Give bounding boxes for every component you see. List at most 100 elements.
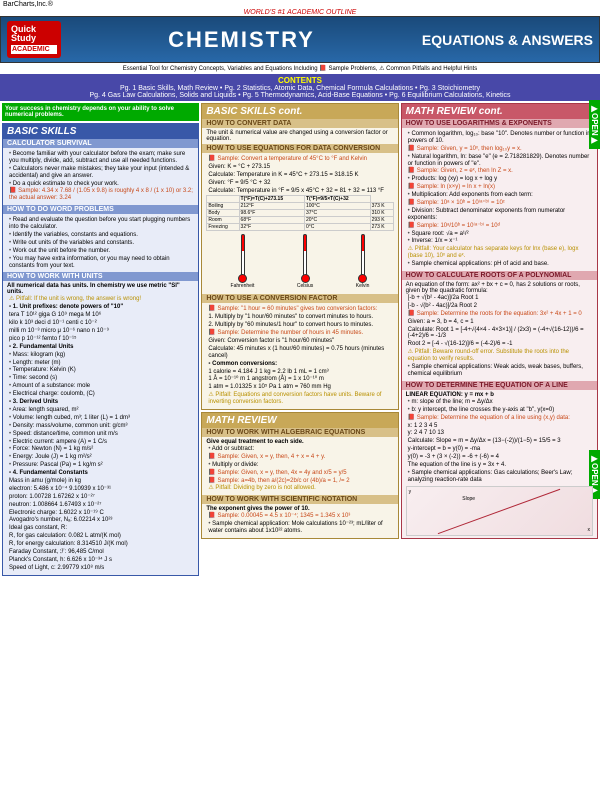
list-item: 1 Å = 10⁻¹⁰ m 1 angstrom (Å) = 1 x 10⁻¹⁰… [208, 376, 393, 383]
list-item: kilo k 10³ deci d 10⁻¹ centi c 10⁻² [9, 320, 194, 327]
list-item: tera T 10¹² giga G 10⁹ mega M 10⁶ [9, 312, 194, 319]
list-item: 1. Unit prefixes: denote powers of "10" [9, 304, 194, 311]
list-item: Ideal gas constant, R: [9, 525, 194, 532]
list-item: proton: 1.00728 1.67262 x 10⁻²⁷ [9, 494, 194, 501]
list-item: Calculate: 45 minutes x (1 hour/60 minut… [208, 346, 393, 360]
list-item: Become familiar with your calculator bef… [9, 151, 194, 165]
list-item: Given: °F = 9/5 °C + 32 [208, 180, 393, 187]
list-item: 📕 Sample: a=4b, then a/(2c)=2b/c or (4b)… [208, 478, 393, 485]
list-item: Work out the unit before the number. [9, 248, 194, 255]
list-item: milli m 10⁻³ micro μ 10⁻⁶ nano n 10⁻⁹ [9, 328, 194, 335]
list-item: 📕 Sample: 4.34 x 7.68 / (1.05 x 9.8) is … [9, 188, 194, 202]
open-tab-1: ▶OPEN▶ [589, 100, 600, 149]
body: The exponent gives the power of 10. 📕 Sa… [202, 504, 397, 538]
quickstudy-badge: Quick Study ACADEMIC [7, 21, 61, 58]
list-item: Calculate: Temperature in K = 45°C + 273… [208, 172, 393, 179]
list-item: Pressure: Pascal (Pa) = 1 kg/m s² [9, 462, 194, 469]
list-item: Energy: Joule (J) = 1 kg m²/s² [9, 454, 194, 461]
list-item: 📕 Sample: ln (x×y) = ln x + ln(x) [408, 184, 593, 191]
list-item: y(0) = -3 + (3 × (-2)) = -6 + (-6) = 4 [408, 454, 593, 461]
list-item: Given: a = 3, b = 4, c = 1 [408, 319, 593, 326]
subsection-heading: HOW TO DO WORD PROBLEMS [3, 205, 198, 214]
body: 📕 Sample: "1 hour = 60 minutes" gives tw… [202, 303, 397, 409]
list-item: ⚠ Pitfall: Beware round-off error. Subst… [408, 349, 593, 363]
list-item: Speed of Light, c: 2.99779 x10⁸ m/s [9, 565, 194, 572]
list-item: Inverse: 1/x = x⁻¹ [408, 238, 593, 245]
subsection-heading: HOW TO WORK WITH ALGEBRAIC EQUATIONS [202, 428, 397, 437]
list-item: 📕 Sample: Determine the roots for the eq… [408, 311, 593, 318]
list-item: Time: second (s) [9, 375, 194, 382]
section-heading: BASIC SKILLS cont. [202, 104, 397, 119]
subsection-heading: HOW TO WORK WITH UNITS [3, 272, 198, 281]
list-item: 📕 Sample: Given, x = y, then, 4 + x = 4 … [208, 454, 393, 461]
list-item: Write out units of the variables and con… [9, 240, 194, 247]
list-item: pico p 10⁻¹² femto f 10⁻¹⁵ [9, 336, 194, 343]
list-item: Area: length squared, m² [9, 407, 194, 414]
list-item: Common logarithm, log₁₀: base "10". Deno… [408, 131, 593, 145]
tagline: WORLD'S #1 ACADEMIC OUTLINE [0, 9, 600, 16]
publisher: BarCharts,Inc.® [0, 0, 600, 9]
list-item: [-b - √(b² - 4ac)]/2a Root 2 [408, 303, 593, 310]
list-item: Sample chemical application: Mole calcul… [208, 521, 393, 535]
list-item: Square root: √a = a¹/² [408, 231, 593, 238]
list-item: Root 2 = [-4 - √(16-12)]/6 = (-4-2)/6 = … [408, 341, 593, 348]
brand-academic: ACADEMIC [11, 45, 57, 54]
list-item: R, for energy calculation: 8.314510 J/(K… [9, 541, 194, 548]
list-item: 3. Derived Units [9, 399, 194, 406]
body: All numerical data has units. In chemist… [3, 281, 198, 574]
body: LINEAR EQUATION: y = mx + b m: slope of … [402, 390, 597, 538]
list-item: Calculate: Slope = m = Δy/Δx = (13−(-2))… [408, 438, 593, 445]
basic-skills: BASIC SKILLS CALCULATOR SURVIVAL Become … [2, 123, 199, 576]
list-item: ⚠ Pitfall: Equations and conversion fact… [208, 392, 393, 406]
list-item: 📕 Sample: 10ᵃ × 10ᵇ = 10⁽ᵃ⁺ᵇ⁾ = 10ᶜ [408, 200, 593, 207]
list-item: Given: K = °C + 273.15 [208, 164, 393, 171]
main-title: CHEMISTRY [61, 27, 422, 53]
list-item: m: slope of the line; m = Δy/Δx [408, 399, 593, 406]
list-item: Calculators never make mistakes; they ta… [9, 166, 194, 180]
list-item: Electronic charge: 1.6022 x 10⁻¹⁹ C [9, 510, 194, 517]
list-item: Products: log (xy) = log x + log y [408, 176, 593, 183]
contents-text: Pg. 1 Basic Skills, Math Review • Pg. 2 … [2, 85, 598, 99]
list-item: R, for gas calculation: 0.082 L atm/(K m… [9, 533, 194, 540]
subsection-heading: HOW TO USE A CONVERSION FACTOR [202, 294, 397, 303]
section-heading: BASIC SKILLS [3, 124, 198, 139]
brand-l2: Study [11, 34, 57, 43]
header: Quick Study ACADEMIC CHEMISTRY EQUATIONS… [0, 16, 600, 63]
list-item: Common conversions: [208, 361, 393, 368]
math-review: MATH REVIEW HOW TO WORK WITH ALGEBRAIC E… [201, 412, 398, 539]
list-item: Length: meter (m) [9, 360, 194, 367]
list-item: ⚠ Pitfall: If the unit is wrong, the ans… [9, 296, 194, 303]
line-graph: y x Slope [406, 486, 593, 536]
list-item: Mass in amu (g/mole) in kg [9, 478, 194, 485]
list-item: Temperature: Kelvin (K) [9, 367, 194, 374]
list-item: Density: mass/volume, common unit: g/cm³ [9, 423, 194, 430]
body: 📕 Sample: Convert a temperature of 45°C … [202, 153, 397, 294]
list-item: 📕 Sample: 10ᵃ/10ᵇ = 10⁽ᵃ⁻ᵇ⁾ = 10ᵈ [408, 223, 593, 230]
contents-heading: CONTENTS [2, 76, 598, 85]
list-item: 📕 Sample: Determine the number of hours … [208, 330, 393, 337]
list-item: 1 atm = 1.01325 x 10⁵ Pa 1 atm = 760 mm … [208, 384, 393, 391]
list-item: Read and evaluate the question before yo… [9, 217, 194, 231]
column-1: Your success in chemistry depends on you… [2, 103, 199, 576]
list-item: Volume: length cubed, m³; 1 liter (L) = … [9, 415, 194, 422]
list-item: You may have extra information, or you m… [9, 256, 194, 270]
list-item: y: 2 4 7 10 13 [408, 430, 593, 437]
list-item: Electric current: ampere (A) = 1 C/s [9, 439, 194, 446]
list-item: [-b + √(b² - 4ac)]/2a Root 1 [408, 295, 593, 302]
list-item: Electrical charge: coulomb, (C) [9, 391, 194, 398]
body: An equation of the form: ax² + bx + c = … [402, 280, 597, 381]
list-item: 📕 Sample: "1 hour = 60 minutes" gives tw… [208, 306, 393, 313]
lead-text: LINEAR EQUATION: y = mx + b [406, 392, 593, 398]
list-item: x: 1 2 3 4 5 [408, 423, 593, 430]
lead-text: Give equal treatment to each side. [206, 439, 393, 445]
contents-bar: CONTENTS Pg. 1 Basic Skills, Math Review… [0, 74, 600, 101]
columns: Your success in chemistry depends on you… [0, 101, 600, 578]
column-2: BASIC SKILLS cont. HOW TO CONVERT DATA T… [201, 103, 398, 576]
thermometers: FahrenheitCelsiusKelvin [206, 231, 393, 292]
list-item: 1 calorie = 4.184 J 1 kg = 2.2 lb 1 mL =… [208, 369, 393, 376]
list-item: Sample chemical applications: Weak acids… [408, 364, 593, 378]
body: Give equal treatment to each side. Add o… [202, 437, 397, 495]
body: Read and evaluate the question before yo… [3, 214, 198, 272]
list-item: Given: Conversion factor is "1 hour/60 m… [208, 338, 393, 345]
thermometer-icon: Celsius [297, 234, 313, 289]
